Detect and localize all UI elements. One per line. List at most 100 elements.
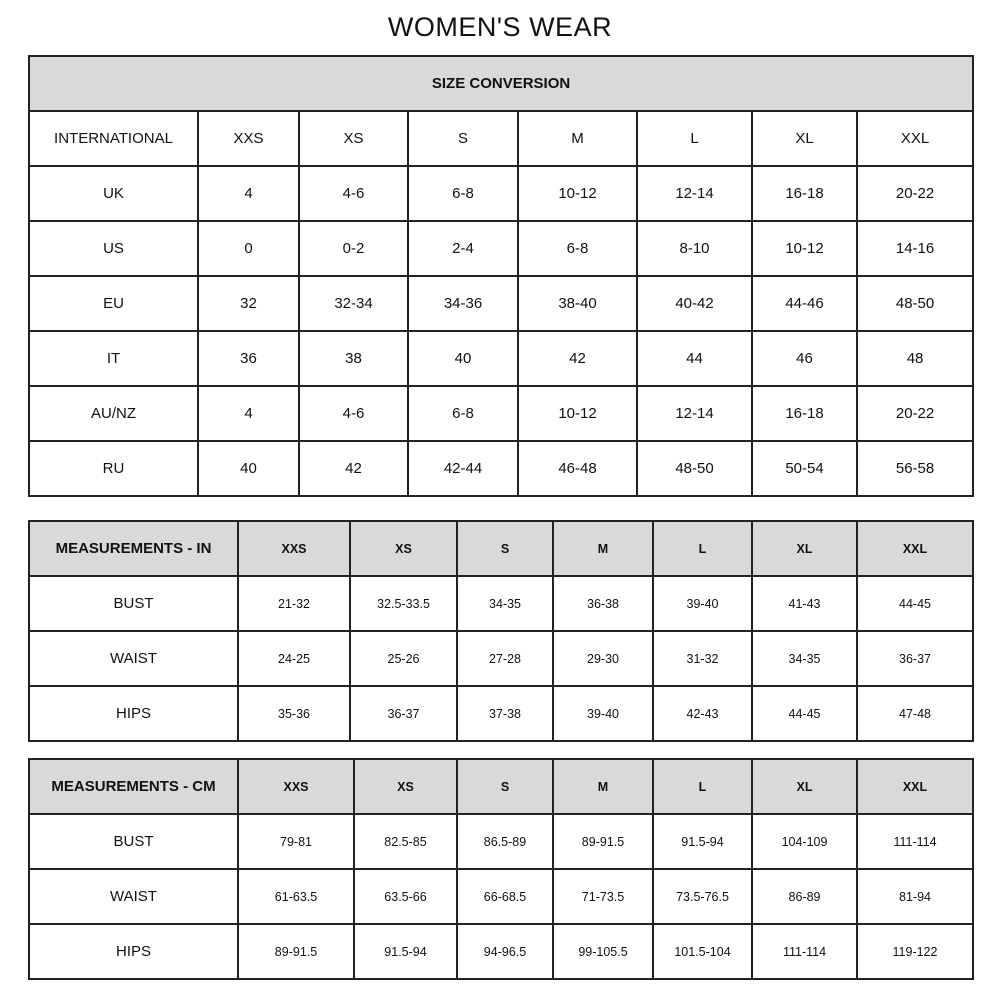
column-header: S: [407, 110, 519, 167]
column-header: M: [517, 110, 638, 167]
page-title: WOMEN'S WEAR: [387, 12, 613, 42]
table-cell: 81-94: [856, 868, 974, 925]
table-cell: 29-30: [552, 630, 654, 687]
table-cell: 21-32: [237, 575, 351, 632]
column-header: INTERNATIONAL: [28, 110, 199, 167]
table-cell: 4: [197, 165, 300, 222]
header-row: MEASUREMENTS - IN XXS XS S M L XL XXL: [28, 520, 974, 577]
table-cell: 61-63.5: [237, 868, 355, 925]
table-cell: 86.5-89: [456, 813, 554, 870]
table-cell: 101.5-104: [652, 923, 753, 980]
table-cell: 34-35: [751, 630, 858, 687]
table-cell: 94-96.5: [456, 923, 554, 980]
table-cell: 63.5-66: [353, 868, 458, 925]
table-cell: 16-18: [751, 165, 858, 222]
table-cell: 4-6: [298, 385, 409, 442]
table-cell: 111-114: [751, 923, 858, 980]
table-cell: 32-34: [298, 275, 409, 332]
table-cell: 6-8: [407, 385, 519, 442]
header-row: INTERNATIONAL XXS XS S M L XL XXL: [28, 110, 975, 167]
column-header: XXS: [237, 758, 355, 815]
row-label: BUST: [28, 575, 239, 632]
column-header: L: [636, 110, 753, 167]
table-cell: 48-50: [636, 440, 753, 497]
table-cell: 4-6: [298, 165, 409, 222]
measurements-inches-table: MEASUREMENTS - IN XXS XS S M L XL XXL BUST 21-32 3…: [28, 520, 974, 742]
table-cell: 36-37: [856, 630, 974, 687]
table-cell: 10-12: [751, 220, 858, 277]
table-cell: 41-43: [751, 575, 858, 632]
row-label: US: [28, 220, 199, 277]
table-cell: 44-46: [751, 275, 858, 332]
table-cell: 119-122: [856, 923, 974, 980]
column-header: XXS: [197, 110, 300, 167]
table-cell: 40: [197, 440, 300, 497]
table-cell: 37-38: [456, 685, 554, 742]
table-row: RU 40 42 42-44 46-48 48-50 50-54 56-58: [28, 440, 975, 497]
row-label: WAIST: [28, 868, 239, 925]
column-header: XL: [751, 110, 858, 167]
table-row: EU 32 32-34 34-36 38-40 40-42 44-46 48-50: [28, 275, 975, 332]
table-cell: 56-58: [855, 440, 975, 497]
table-cell: 89-91.5: [552, 813, 654, 870]
table-row: HIPS 35-36 36-37 37-38 39-40 42-43 44-45 47-48: [28, 685, 974, 742]
column-header: MEASUREMENTS - CM: [28, 758, 239, 815]
row-label: EU: [28, 275, 199, 332]
table-cell: 44-45: [856, 575, 974, 632]
table-cell: 34-35: [456, 575, 554, 632]
table-cell: 20-22: [855, 165, 975, 222]
table-cell: 14-16: [855, 220, 975, 277]
table-cell: 91.5-94: [353, 923, 458, 980]
table-cell: 0-2: [298, 220, 409, 277]
table-cell: 32: [197, 275, 300, 332]
table-cell: 38-40: [517, 275, 638, 332]
measurements-cm-table: MEASUREMENTS - CM XXS XS S M L XL XXL BUST 79-81 8…: [28, 758, 974, 980]
table-cell: 36-38: [552, 575, 654, 632]
row-label: BUST: [28, 813, 239, 870]
column-header: XXS: [237, 520, 351, 577]
table-row: BUST 21-32 32.5-33.5 34-35 36-38 39-40 41-43 44…: [28, 575, 974, 632]
column-header: L: [652, 758, 753, 815]
table-cell: 12-14: [636, 385, 753, 442]
table-cell: 25-26: [349, 630, 458, 687]
table-cell: 0: [197, 220, 300, 277]
table-cell: 16-18: [751, 385, 858, 442]
table-cell: 10-12: [517, 165, 638, 222]
table-cell: 40: [407, 330, 519, 387]
column-header: L: [652, 520, 753, 577]
table-cell: 36-37: [349, 685, 458, 742]
header-row: MEASUREMENTS - CM XXS XS S M L XL XXL: [28, 758, 974, 815]
row-label: HIPS: [28, 923, 239, 980]
size-conversion-table: SIZE CONVERSION INTERNATIONAL XXS XS S M L XL XX…: [27, 55, 975, 497]
table-cell: 66-68.5: [456, 868, 554, 925]
table-cell: 86-89: [751, 868, 858, 925]
table-cell: 42: [517, 330, 638, 387]
row-label: IT: [28, 330, 199, 387]
table-cell: 89-91.5: [237, 923, 355, 980]
table-cell: 48: [855, 330, 975, 387]
column-header: XS: [353, 758, 458, 815]
table-cell: 35-36: [237, 685, 351, 742]
table-cell: 39-40: [552, 685, 654, 742]
table-row: HIPS 89-91.5 91.5-94 94-96.5 99-105.5 101.5-1…: [28, 923, 974, 980]
table-cell: 27-28: [456, 630, 554, 687]
table-cell: 91.5-94: [652, 813, 753, 870]
table-row: BUST 79-81 82.5-85 86.5-89 89-91.5 91.5-94 104…: [28, 813, 974, 870]
table-heading: SIZE CONVERSION: [27, 55, 975, 112]
column-header: XXL: [856, 758, 974, 815]
table-cell: 50-54: [751, 440, 858, 497]
heading-row: SIZE CONVERSION: [27, 55, 975, 112]
row-label: AU/NZ: [28, 385, 199, 442]
table-cell: 39-40: [652, 575, 753, 632]
table-row: WAIST 24-25 25-26 27-28 29-30 31-32 34-35 36-37: [28, 630, 974, 687]
column-header: XXL: [856, 520, 974, 577]
table-cell: 38: [298, 330, 409, 387]
column-header: XL: [751, 758, 858, 815]
column-header: S: [456, 520, 554, 577]
column-header: XL: [751, 520, 858, 577]
table-cell: 34-36: [407, 275, 519, 332]
table-row: IT 36 38 40 42 44 46 48: [28, 330, 975, 387]
column-header: S: [456, 758, 554, 815]
table-cell: 40-42: [636, 275, 753, 332]
table-cell: 79-81: [237, 813, 355, 870]
